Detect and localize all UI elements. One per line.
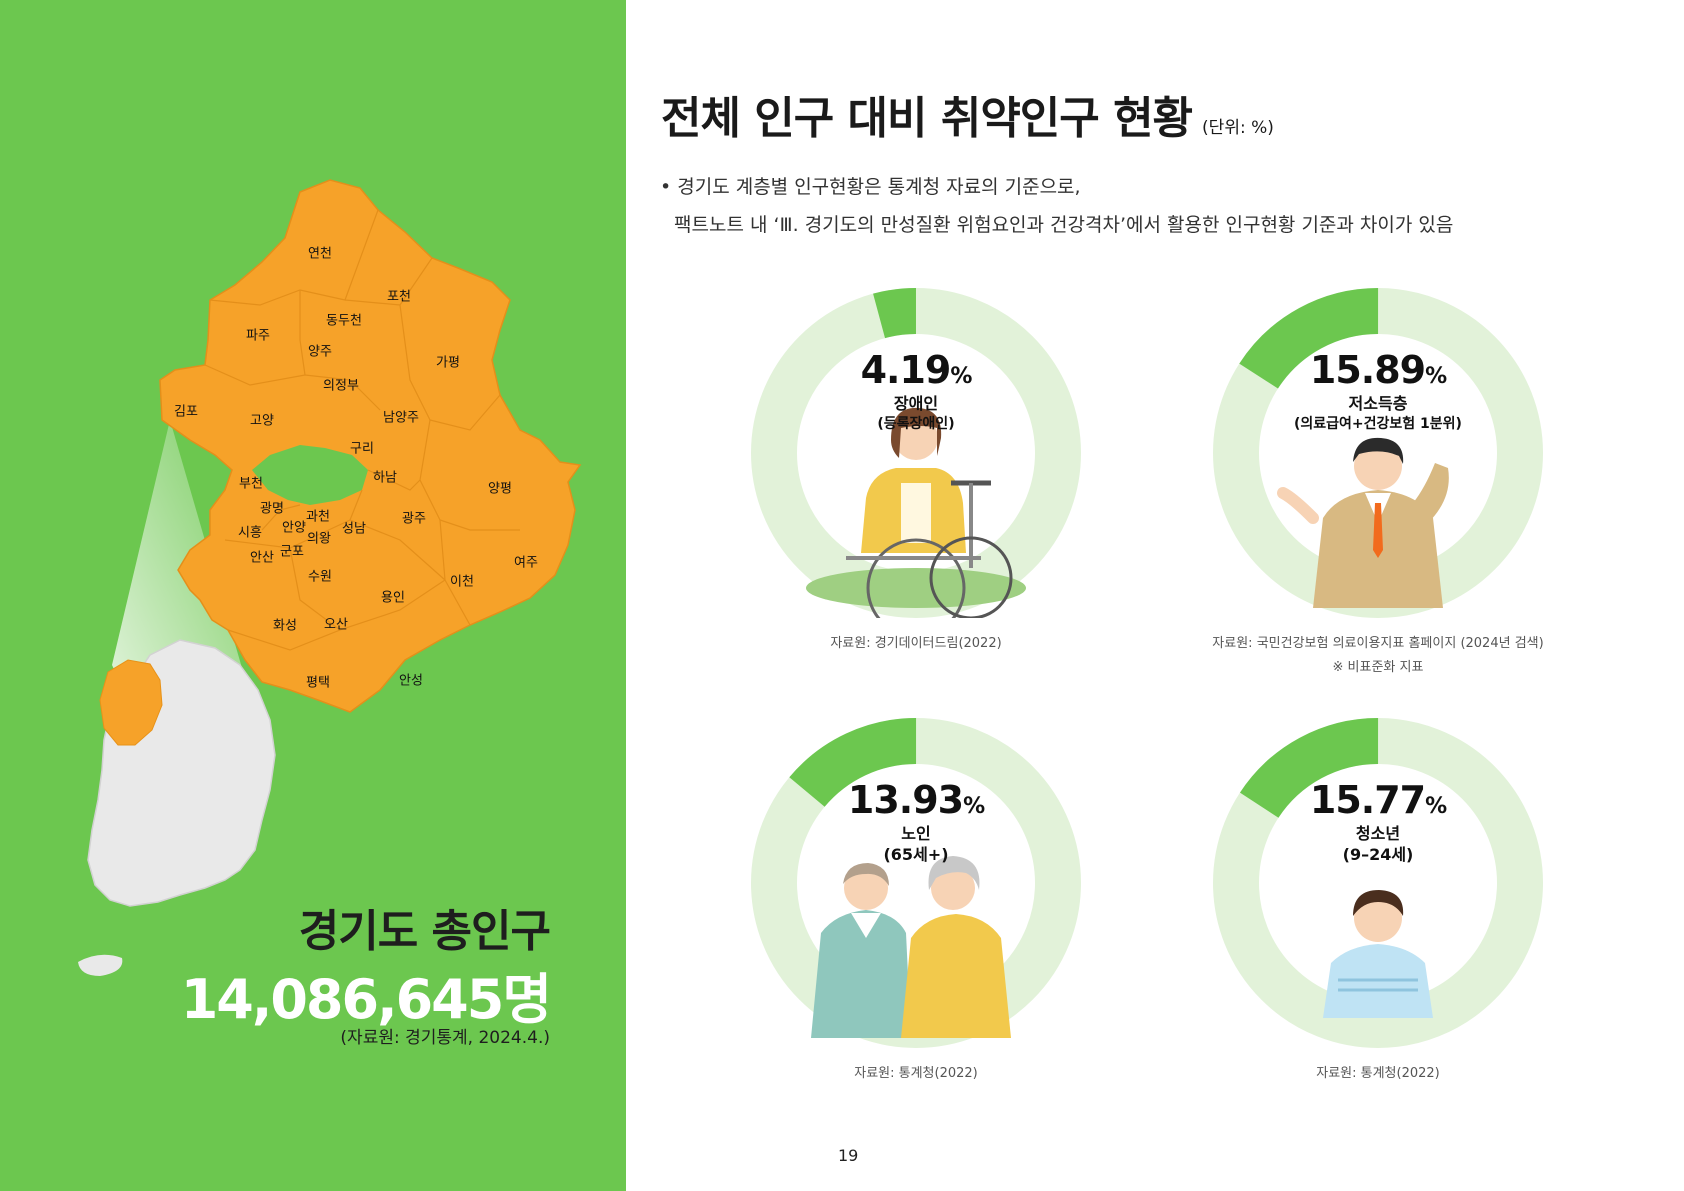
region-label-gwangju: 광주 (402, 511, 426, 527)
stat-number: 13.93 (847, 778, 964, 822)
region-label-gwangmyeong: 광명 (260, 501, 284, 517)
region-label-osan: 오산 (324, 617, 348, 633)
percent-sign: % (1425, 364, 1447, 389)
region-label-yeoju: 여주 (514, 555, 538, 571)
stat-label-line-2: (등록장애인) (877, 416, 955, 432)
gyeonggi-inset (99, 659, 163, 746)
donut-disabled: 4.19% 장애인 (등록장애인) (751, 288, 1081, 618)
page-number: 19 (838, 1146, 859, 1165)
source-low-income: 자료원: 국민건강보험 의료이용지표 홈페이지 (2024년 검색) ※ 비표준… (1178, 632, 1578, 675)
gyeonggi-map (78, 179, 582, 976)
page-title-text: 전체 인구 대비 취약인구 현황 (661, 93, 1193, 144)
stat-label: 저소득층 (의료급여+건강보험 1분위) (1213, 393, 1543, 435)
region-label-yangju: 양주 (308, 344, 332, 360)
jeju-island (78, 954, 123, 976)
region-label-uiwang: 의왕 (307, 531, 331, 547)
total-population-source: (자료원: 경기통계, 2024.4.) (340, 1028, 550, 1048)
page-title: 전체 인구 대비 취약인구 현황 (단위: %) (661, 82, 1274, 146)
source-line-2: ※ 비표준화 지표 (1332, 660, 1424, 675)
donut-chart-disabled (751, 288, 1081, 618)
note: • 경기도 계층별 인구현황은 통계청 자료의 기준으로, 팩트노트 내 ‘Ⅲ.… (660, 168, 1453, 244)
region-label-goyang: 고양 (250, 413, 274, 429)
stat-value: 15.77% (1213, 778, 1543, 822)
stat-value: 13.93% (751, 778, 1081, 822)
stat-label-line-1: 장애인 (893, 394, 939, 413)
donut-chart-youth (1213, 718, 1543, 1048)
total-population-value: 14,086,645명 (180, 968, 552, 1031)
donut-chart-elderly (751, 718, 1081, 1048)
region-label-yangpyeong: 양평 (488, 481, 512, 497)
source-youth: 자료원: 통계청(2022) (1198, 1062, 1558, 1081)
region-label-paju: 파주 (246, 328, 270, 344)
stat-label: 청소년 (9–24세) (1213, 823, 1543, 865)
region-label-suwon: 수원 (308, 569, 332, 585)
note-line-1: • 경기도 계층별 인구현황은 통계청 자료의 기준으로, (660, 176, 1081, 198)
percent-sign: % (963, 794, 985, 819)
source-line-1: 자료원: 국민건강보험 의료이용지표 홈페이지 (2024년 검색) (1212, 636, 1544, 651)
gyeonggi-province (159, 179, 582, 713)
region-label-ansan: 안산 (250, 550, 274, 566)
region-label-namyangju: 남양주 (383, 410, 419, 426)
donut-low-income: 15.89% 저소득층 (의료급여+건강보험 1분위) (1213, 288, 1543, 618)
stat-label-line-2: (9–24세) (1342, 845, 1414, 864)
percent-sign: % (1425, 794, 1447, 819)
region-label-siheung: 시흥 (238, 525, 262, 541)
stat-number: 15.77 (1309, 778, 1426, 822)
stat-label-line-1: 청소년 (1355, 824, 1401, 843)
note-line-2: 팩트노트 내 ‘Ⅲ. 경기도의 만성질환 위험요인과 건강격차’에서 활용한 인… (674, 214, 1454, 236)
region-label-pyeongtaek: 평택 (306, 675, 330, 691)
source-line-1: 자료원: 통계청(2022) (854, 1066, 978, 1081)
unit-label: (단위: %) (1202, 118, 1274, 138)
region-label-icheon: 이천 (450, 574, 474, 590)
stat-value: 4.19% (751, 348, 1081, 392)
source-line-1: 자료원: 통계청(2022) (1316, 1066, 1440, 1081)
stat-number: 4.19 (860, 348, 952, 392)
donut-arc (1213, 718, 1543, 1048)
region-label-yongin: 용인 (381, 590, 405, 606)
region-label-hanam: 하남 (373, 470, 397, 486)
elderly-couple-illustration (811, 856, 1011, 1038)
region-label-gapyeong: 가평 (436, 355, 460, 371)
stat-label: 장애인 (등록장애인) (751, 393, 1081, 435)
stat-number: 15.89 (1309, 348, 1426, 392)
region-label-uijeongbu: 의정부 (323, 378, 359, 394)
donut-chart-low-income (1213, 288, 1543, 618)
region-label-anyang: 안양 (282, 520, 306, 536)
source-line-1: 자료원: 경기데이터드림(2022) (830, 636, 1002, 651)
left-panel: 연천 포천 동두천 파주 양주 가평 의정부 김포 고양 남양주 구리 부천 하… (0, 0, 626, 1191)
region-label-gunpo: 군포 (280, 544, 304, 560)
teenager-illustration (1323, 890, 1433, 1018)
source-disabled: 자료원: 경기데이터드림(2022) (736, 632, 1096, 651)
total-population-title: 경기도 총인구 (298, 906, 551, 957)
stat-label-line-1: 저소득층 (1348, 394, 1408, 413)
stat-value: 15.89% (1213, 348, 1543, 392)
region-label-hwaseong: 화성 (273, 618, 297, 634)
seoul-hole (252, 445, 368, 505)
donut-youth: 15.77% 청소년 (9–24세) (1213, 718, 1543, 1048)
percent-sign: % (950, 364, 972, 389)
region-label-bucheon: 부천 (239, 476, 263, 492)
stat-label-line-2: (65세+) (883, 845, 949, 864)
region-label-seongnam: 성남 (342, 521, 366, 537)
wheelchair-person-illustration (806, 407, 1026, 618)
district-borders (204, 209, 520, 651)
region-label-gimpo: 김포 (174, 404, 198, 420)
region-label-anseong: 안성 (399, 673, 423, 689)
stat-label-line-2: (의료급여+건강보험 1분위) (1294, 416, 1462, 432)
region-label-dongducheon: 동두천 (326, 313, 362, 329)
region-label-yeoncheon: 연천 (308, 246, 332, 262)
donut-elderly: 13.93% 노인 (65세+) (751, 718, 1081, 1048)
region-label-guri: 구리 (350, 441, 374, 457)
stat-label: 노인 (65세+) (751, 823, 1081, 865)
region-label-gwacheon: 과천 (306, 509, 330, 525)
source-elderly: 자료원: 통계청(2022) (736, 1062, 1096, 1081)
man-thinking-illustration (1277, 437, 1449, 608)
region-label-pocheon: 포천 (387, 289, 411, 305)
stat-label-line-1: 노인 (901, 824, 931, 843)
